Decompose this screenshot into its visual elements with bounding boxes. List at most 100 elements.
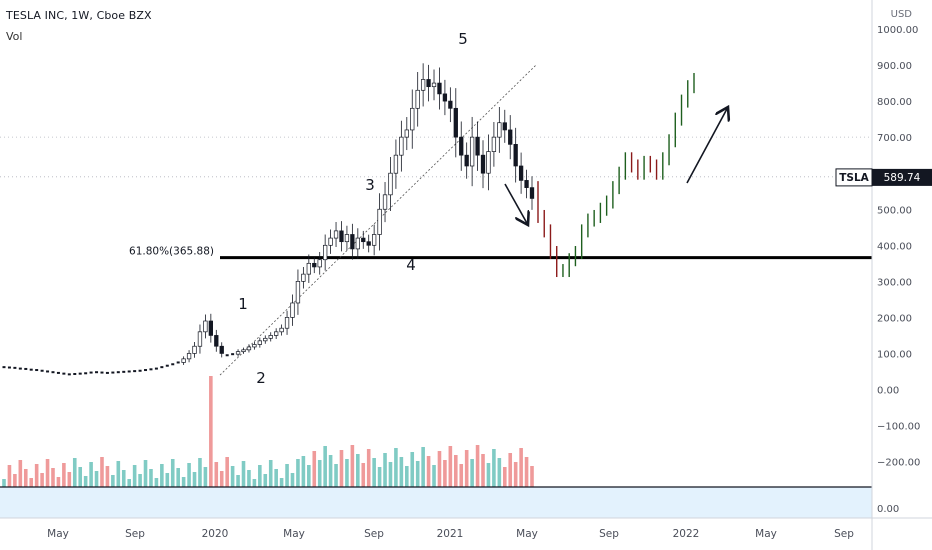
volume-bar [83, 476, 88, 487]
candle [29, 368, 33, 371]
candle-body [344, 234, 350, 243]
volume-bar [377, 467, 382, 487]
price-axis-label: 700.00 [877, 133, 912, 144]
volume-bar [2, 479, 6, 487]
candle-body [263, 337, 268, 342]
volume-bar [121, 470, 126, 487]
volume-bar [67, 472, 72, 487]
volume-bar [361, 463, 366, 487]
candle-body [459, 136, 464, 156]
candle-body [491, 136, 497, 152]
volume-bar [279, 478, 284, 487]
price-tag-value-box [872, 168, 932, 186]
volume-bar [23, 469, 28, 487]
volume-bar [383, 453, 387, 487]
volume-bar [388, 462, 393, 487]
volume-bar [236, 475, 240, 487]
candle [122, 370, 126, 373]
candle [18, 367, 22, 370]
price-axis-label: 900.00 [877, 61, 912, 72]
candle [219, 342, 224, 358]
volume-bar [497, 458, 502, 487]
volume-bar [475, 445, 480, 487]
time-axis-label: May [47, 528, 69, 540]
candle [382, 181, 388, 223]
candle-body [426, 79, 431, 88]
candle [144, 369, 148, 372]
candle [529, 176, 535, 210]
volume-bar [263, 474, 268, 487]
volume-bar [312, 451, 317, 487]
price-tag-value: 589.74 [884, 172, 921, 184]
candle-body [279, 327, 284, 333]
time-axis-label: 2020 [202, 528, 229, 540]
candle-dot [105, 371, 109, 374]
volume-bar [453, 455, 458, 487]
currency-label: USD [890, 9, 912, 20]
candle [448, 87, 453, 123]
volume-bar [285, 464, 289, 487]
candle-dot [225, 354, 229, 357]
candle [51, 371, 55, 374]
volume-bar [149, 469, 153, 487]
candle [464, 142, 469, 179]
candle-body [197, 331, 203, 347]
candle [13, 366, 17, 369]
candle-body [241, 349, 246, 352]
candle [67, 373, 71, 376]
candle [459, 121, 464, 171]
candle [497, 107, 502, 153]
candle [491, 122, 497, 167]
time-axis-label: 2021 [437, 528, 464, 540]
candle [171, 363, 175, 366]
candle-body [301, 273, 306, 282]
candle [333, 222, 339, 247]
candle-body [295, 281, 301, 304]
fib-level: 61.80%(365.88) [129, 246, 872, 260]
volume-bar [127, 479, 131, 487]
candle [78, 372, 82, 375]
volume-bar [317, 460, 322, 487]
volume-bars [2, 376, 534, 487]
candle [312, 257, 317, 274]
candle-body [290, 302, 295, 318]
candle-body [382, 194, 388, 210]
candle [295, 269, 301, 315]
candle [486, 134, 491, 191]
down-arrow [504, 183, 528, 225]
wave-label-5: 5 [458, 30, 468, 48]
volume-bar [258, 465, 262, 487]
volume-bar [356, 454, 360, 487]
candle [95, 371, 99, 374]
candle [46, 370, 50, 373]
candle-body [186, 353, 192, 360]
candle-body [192, 345, 197, 354]
candle [442, 79, 448, 116]
candle-dot [160, 366, 164, 369]
candle-dot [133, 370, 137, 373]
candle [453, 88, 458, 158]
volume-bar [89, 462, 93, 487]
candle [355, 228, 360, 259]
candle-body [442, 93, 448, 102]
candle-dot [138, 369, 142, 372]
candle-dot [18, 367, 22, 370]
candle [133, 370, 137, 373]
candle [344, 225, 350, 251]
price-axis-label: 300.00 [877, 277, 912, 288]
volume-bar [94, 471, 99, 487]
volume-bar [307, 465, 311, 487]
candle-dot [51, 371, 55, 374]
price-axis-label: 200.00 [877, 313, 912, 324]
volume-bar [181, 477, 186, 487]
price-axis-label: 500.00 [877, 205, 912, 216]
volume-bar [268, 460, 273, 487]
chart-title: TESLA INC, 1W, Cboe BZX [6, 9, 152, 22]
candle [241, 347, 246, 354]
candle-dot [73, 372, 77, 375]
candle-dot [149, 368, 153, 371]
volume-bar [34, 464, 39, 487]
candle [2, 366, 6, 369]
price-axis-label: −200.00 [877, 458, 920, 469]
